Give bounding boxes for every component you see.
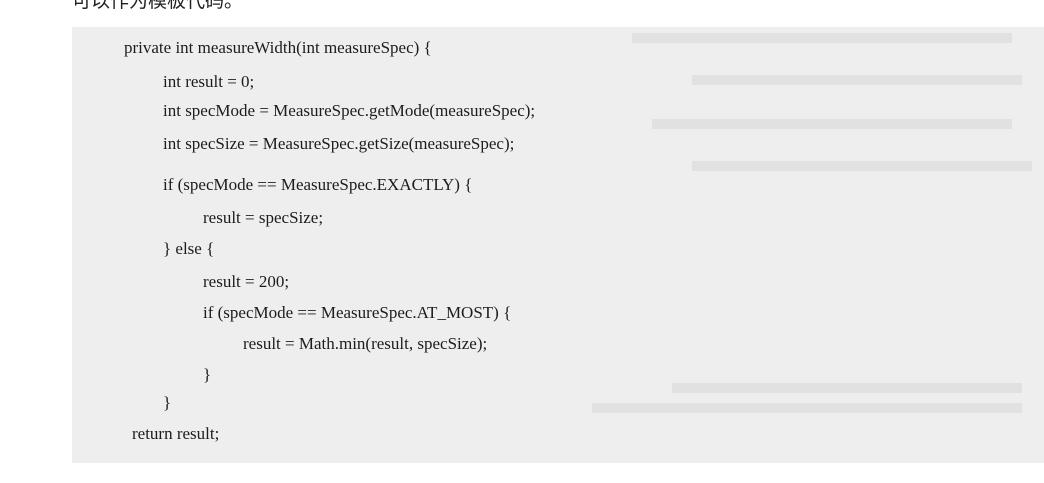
code-block: private int measureWidth(int measureSpec… — [72, 27, 1044, 463]
bleed-through-mark — [592, 403, 1022, 413]
code-line: result = 200; — [203, 272, 290, 291]
bleed-through-mark — [652, 119, 1012, 129]
code-line: int specMode = MeasureSpec.getMode(measu… — [163, 101, 536, 120]
page-header-text: 可以作为模板代码。 — [72, 0, 244, 12]
bleed-through-mark — [692, 75, 1022, 85]
bleed-through-mark — [632, 33, 1012, 43]
code-line: result = specSize; — [203, 208, 324, 227]
bleed-through-mark — [692, 161, 1032, 171]
bleed-through-mark — [672, 383, 1022, 393]
code-line: if (specMode == MeasureSpec.AT_MOST) { — [203, 303, 512, 322]
code-line: return result; — [132, 424, 220, 443]
code-line: if (specMode == MeasureSpec.EXACTLY) { — [163, 175, 473, 194]
code-line: int result = 0; — [163, 72, 255, 91]
code-line: } else { — [163, 239, 215, 258]
code-line: private int measureWidth(int measureSpec… — [124, 38, 432, 57]
code-line: } — [203, 365, 212, 384]
code-line: result = Math.min(result, specSize); — [243, 334, 488, 353]
code-line: } — [163, 393, 172, 412]
code-line: int specSize = MeasureSpec.getSize(measu… — [163, 134, 515, 153]
